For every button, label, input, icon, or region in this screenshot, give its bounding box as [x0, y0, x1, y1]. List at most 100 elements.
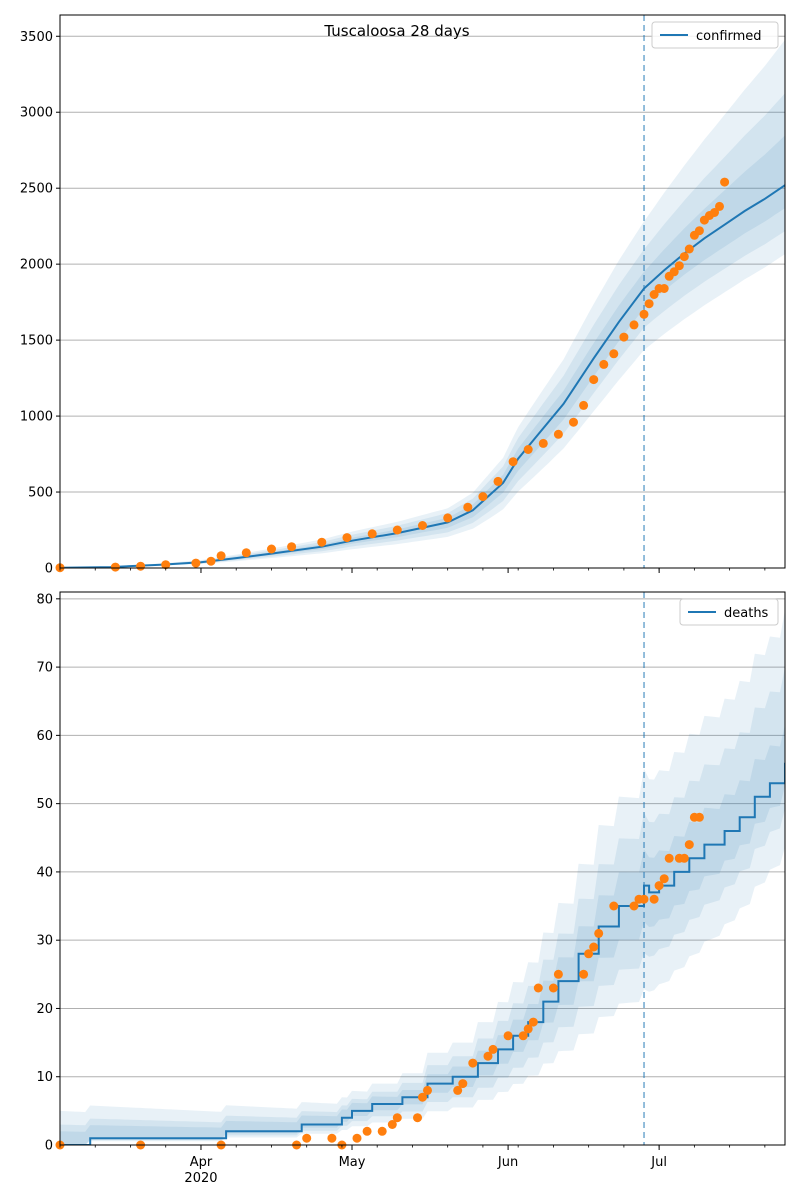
observed-point: [579, 969, 589, 979]
legend-label: confirmed: [696, 29, 762, 44]
observed-point: [413, 1113, 422, 1123]
observed-point: [352, 1133, 362, 1143]
observed-point: [684, 840, 694, 850]
observed-point: [599, 359, 609, 369]
observed-point: [287, 542, 297, 552]
observed-point: [664, 853, 674, 863]
y-tick-label: 40: [36, 865, 53, 880]
observed-point: [161, 560, 171, 570]
y-tick-label: 60: [36, 729, 53, 744]
uncertainty-band: [60, 39, 785, 568]
y-tick-label: 0: [45, 1139, 53, 1154]
observed-point: [267, 544, 276, 554]
x-tick-sublabel: 2020: [184, 1171, 217, 1186]
observed-point: [659, 874, 669, 884]
observed-point: [538, 438, 548, 448]
observed-point: [508, 457, 518, 467]
y-tick-label: 2000: [20, 258, 53, 273]
observed-point: [518, 1031, 528, 1041]
observed-point: [241, 548, 251, 558]
observed-point: [679, 853, 689, 863]
y-tick-label: 20: [36, 1002, 53, 1017]
y-tick-label: 50: [36, 797, 53, 812]
x-tick-label: May: [339, 1155, 366, 1170]
legend: deaths: [679, 598, 779, 626]
observed-point: [528, 1017, 538, 1027]
y-tick-label: 80: [36, 592, 53, 607]
observed-point: [669, 267, 679, 277]
uncertainty-band: [60, 93, 785, 568]
y-tick-label: 2500: [20, 182, 53, 197]
observed-point: [639, 894, 649, 904]
observed-point: [478, 492, 488, 502]
observed-point: [206, 556, 216, 566]
y-tick-label: 3000: [20, 106, 53, 121]
observed-point: [453, 1085, 463, 1095]
observed-point: [468, 1058, 478, 1068]
observed-point: [629, 320, 639, 330]
observed-point: [216, 551, 226, 561]
y-tick-label: 1000: [20, 410, 53, 425]
observed-point: [387, 1120, 397, 1129]
observed-point: [569, 417, 578, 427]
x-tick-label: Apr: [190, 1155, 213, 1170]
observed-point: [488, 1044, 498, 1054]
legend-label: deaths: [724, 606, 769, 621]
confirmed-series-line: [60, 184, 785, 568]
observed-point: [594, 928, 604, 938]
observed-point: [110, 562, 120, 572]
y-tick-label: 10: [36, 1070, 53, 1085]
observed-point: [589, 375, 599, 385]
y-tick-label: 1500: [20, 334, 53, 349]
observed-point: [619, 332, 629, 342]
observed-point: [503, 1031, 513, 1041]
chart-title: Tuscaloosa 28 days: [323, 22, 469, 40]
observed-point: [629, 901, 639, 911]
y-tick-label: 0: [45, 562, 53, 577]
x-tick-label: Jul: [650, 1155, 667, 1170]
observed-point: [584, 949, 594, 959]
observed-point: [609, 349, 619, 359]
observed-point: [715, 201, 724, 211]
plot-frame: [59, 591, 786, 1146]
observed-point: [609, 901, 619, 911]
deaths-series-line: [60, 762, 785, 1145]
observed-point: [644, 299, 654, 309]
observed-point: [392, 525, 402, 535]
observed-point: [639, 309, 649, 319]
observed-point: [684, 244, 694, 254]
observed-point: [589, 942, 599, 952]
deaths-panel: 0 10 20 30 40 50 60 70 80 deaths: [36, 591, 786, 1154]
observed-point: [674, 261, 684, 271]
observed-point: [136, 561, 146, 571]
observed-point: [679, 252, 689, 262]
observed-point: [654, 881, 664, 891]
observed-point: [362, 1126, 372, 1136]
observed-point: [483, 1051, 493, 1061]
uncertainty-band: [60, 724, 785, 1145]
plot-frame: [59, 14, 786, 569]
legend-box: [679, 598, 779, 626]
y-tick-label: 30: [36, 934, 53, 949]
observed-point: [649, 290, 659, 299]
observed-point: [553, 969, 563, 979]
observed-point: [191, 558, 201, 568]
observed-point: [418, 521, 427, 530]
uncertainty-band: [60, 609, 785, 1145]
observed-point: [423, 1085, 432, 1095]
observed-point: [392, 1113, 402, 1123]
legend: confirmed: [651, 21, 779, 49]
observed-point: [659, 284, 669, 293]
observed-point: [720, 177, 730, 187]
observed-point: [523, 445, 533, 454]
observed-point: [553, 429, 563, 439]
uncertainty-bands: [60, 39, 785, 568]
observed-point: [327, 1133, 337, 1143]
observed-point: [418, 1092, 427, 1102]
uncertainty-bands: [60, 609, 785, 1145]
observed-point: [579, 400, 589, 410]
observed-point: [493, 476, 503, 486]
observed-point: [367, 529, 377, 539]
